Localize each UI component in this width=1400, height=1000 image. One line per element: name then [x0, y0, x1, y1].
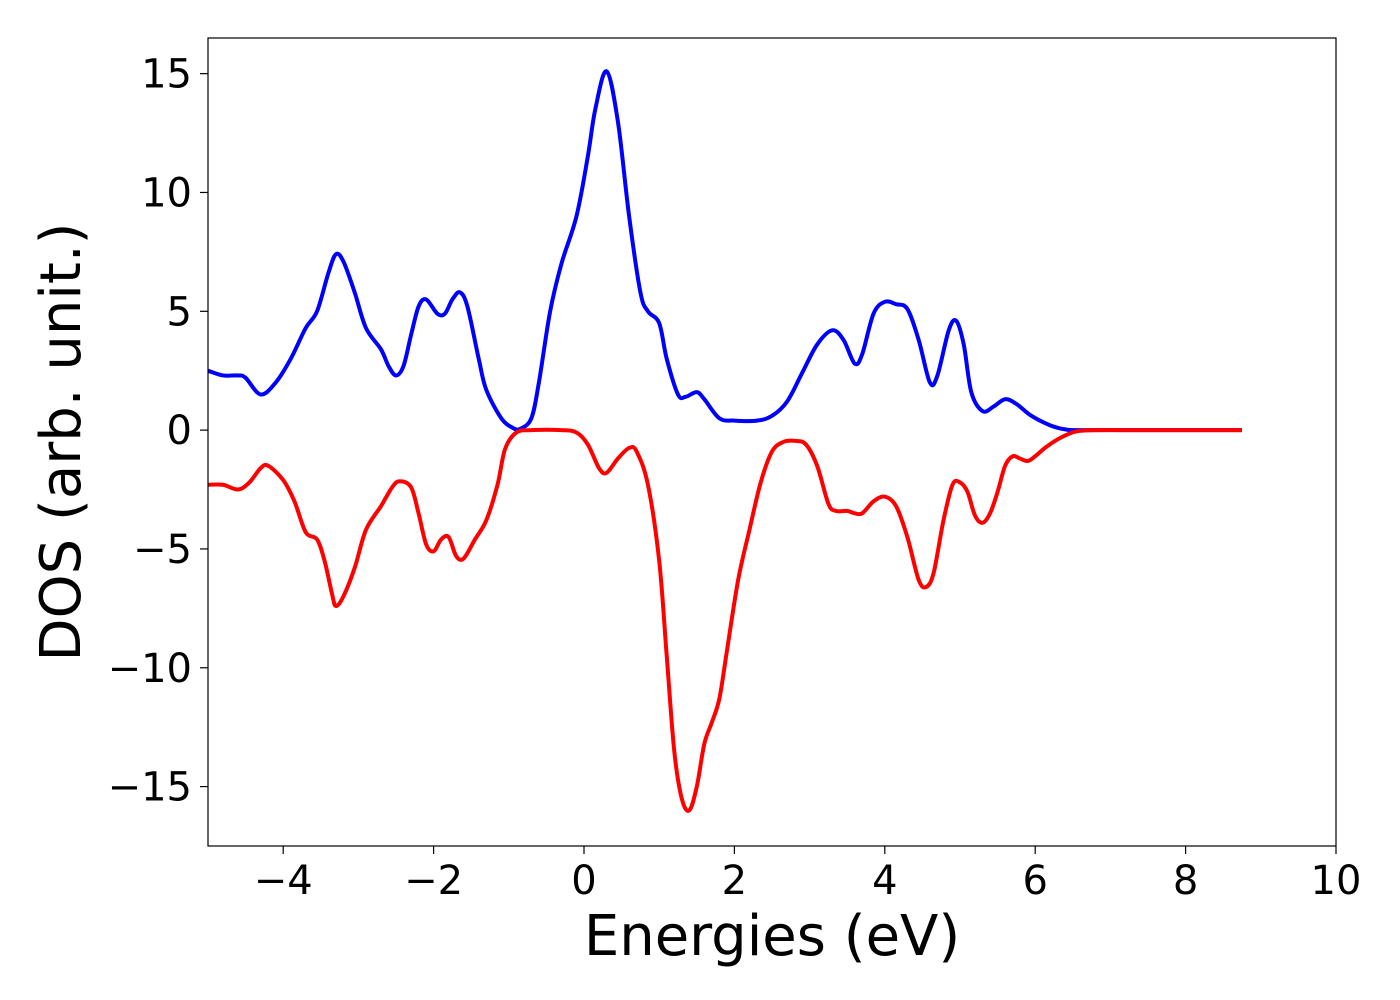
x-tick-label: −2	[404, 858, 463, 904]
plot-frame	[207, 37, 1337, 847]
x-tick-label: 2	[722, 858, 747, 904]
series-layer	[208, 69, 1242, 813]
series-line-1	[208, 69, 1242, 433]
x-tick-label: 6	[1022, 858, 1047, 904]
y-tick-label: −10	[108, 646, 192, 692]
x-axis-title: Energies (eV)	[584, 904, 960, 969]
x-tick-label: 0	[571, 858, 596, 904]
x-tick-label: 8	[1173, 858, 1198, 904]
y-tick-label: 15	[141, 52, 192, 98]
y-tick-label: −15	[108, 765, 192, 811]
axes-layer: −4 −2 0 2 4 6 8 10 −15 −10 −5 0 5 10 15	[108, 37, 1362, 904]
series-line-2	[208, 427, 1242, 813]
y-tick-label: 0	[167, 408, 192, 454]
y-axis-title: DOS (arb. unit.)	[29, 222, 94, 661]
x-tick-label: 4	[872, 858, 897, 904]
y-tick-label: 10	[141, 170, 192, 216]
x-tick-label: −4	[254, 858, 313, 904]
y-tick-label: −5	[133, 527, 192, 573]
y-tick-label: 5	[167, 289, 192, 335]
x-tick-label: 10	[1311, 858, 1362, 904]
